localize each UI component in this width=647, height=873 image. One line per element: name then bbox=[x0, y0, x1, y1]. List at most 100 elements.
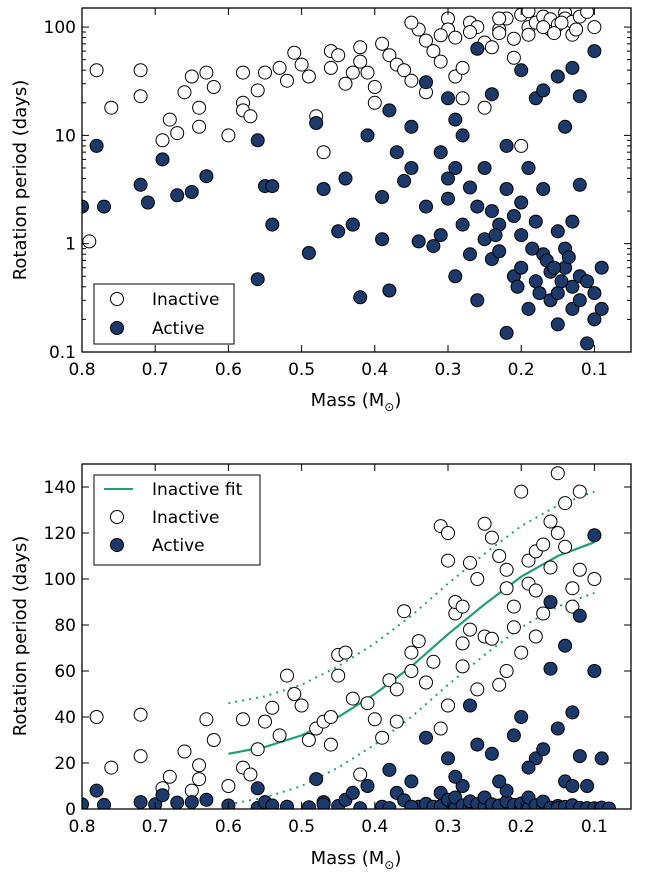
inactive-point bbox=[484, 631, 499, 646]
active-point bbox=[155, 152, 170, 167]
inactive-point bbox=[448, 30, 463, 45]
inactive-point bbox=[514, 484, 529, 499]
inactive-point bbox=[536, 606, 551, 621]
active-point bbox=[382, 103, 397, 118]
active-point bbox=[510, 279, 525, 294]
legend-label-fit: Inactive fit bbox=[152, 480, 243, 500]
active-point bbox=[133, 795, 148, 809]
inactive-point bbox=[521, 8, 536, 19]
inactive-point bbox=[104, 100, 119, 115]
inactive-point bbox=[133, 707, 148, 722]
active-point bbox=[587, 286, 602, 301]
legend-marker-inactive bbox=[110, 292, 124, 306]
inactive-point bbox=[499, 664, 514, 678]
active-point bbox=[594, 260, 609, 275]
inactive-point bbox=[323, 710, 338, 724]
active-point bbox=[550, 721, 565, 736]
active-point bbox=[448, 769, 463, 784]
x-tick-label: 0.7 bbox=[142, 360, 169, 380]
active-point bbox=[572, 89, 587, 104]
inactive-point bbox=[258, 714, 272, 729]
active-point bbox=[97, 797, 111, 809]
active-point bbox=[521, 760, 536, 775]
inactive-point bbox=[353, 767, 368, 782]
inactive-point bbox=[419, 33, 433, 48]
inactive-point bbox=[580, 8, 595, 19]
inactive-point bbox=[528, 583, 543, 598]
rotation-period-linear-panel: 0.8 0.7 0.6 0.5 0.4 0.3 0.2 0.1 0 20 40 60 80 100 120 1… bbox=[10, 463, 632, 872]
active-point bbox=[404, 119, 419, 134]
y-tick-label: 100 bbox=[44, 18, 76, 38]
inactive-point bbox=[543, 514, 558, 529]
inactive-point bbox=[433, 28, 448, 43]
x-tick-label: 0.3 bbox=[434, 360, 461, 380]
inactive-point bbox=[455, 659, 470, 674]
active-point bbox=[587, 312, 602, 327]
active-point bbox=[316, 182, 331, 196]
inactive-point bbox=[419, 675, 433, 690]
inactive-point bbox=[199, 712, 214, 727]
inactive-point bbox=[433, 54, 448, 69]
active-point bbox=[492, 244, 507, 259]
inactive-point bbox=[521, 27, 536, 42]
plot-frame bbox=[81, 463, 632, 810]
active-point bbox=[572, 293, 587, 308]
active-point bbox=[514, 63, 529, 78]
active-point bbox=[470, 293, 485, 308]
active-point bbox=[514, 228, 529, 243]
x-tick-label: 0.4 bbox=[361, 360, 388, 380]
active-point bbox=[587, 664, 602, 678]
y-tick-label: 0.1 bbox=[49, 343, 76, 363]
inactive-point bbox=[206, 733, 221, 747]
active-point bbox=[499, 138, 514, 153]
active-point bbox=[411, 234, 426, 249]
active-point bbox=[550, 224, 565, 239]
x-tick-label: 0.2 bbox=[508, 360, 535, 380]
active-point bbox=[506, 209, 521, 223]
legend-marker-active bbox=[110, 538, 124, 552]
active-point bbox=[250, 781, 265, 796]
fit-lower-band bbox=[228, 591, 595, 806]
inactive-point bbox=[236, 712, 250, 727]
x-tick-label: 0.2 bbox=[508, 817, 535, 837]
inactive-point bbox=[236, 65, 250, 80]
active-point bbox=[580, 274, 595, 289]
active-point bbox=[382, 801, 397, 809]
inactive-point bbox=[558, 496, 573, 511]
inactive-point bbox=[375, 730, 390, 745]
active-point bbox=[558, 119, 573, 134]
legend-marker-active bbox=[110, 321, 124, 335]
x-tick-label: 0.1 bbox=[581, 817, 608, 837]
inactive-point bbox=[587, 572, 602, 586]
active-point bbox=[353, 290, 368, 305]
inactive-point bbox=[133, 89, 148, 104]
active-point bbox=[441, 191, 455, 206]
inactive-point bbox=[177, 744, 192, 759]
legend-label-inactive: Inactive bbox=[152, 508, 219, 528]
active-point bbox=[463, 698, 477, 713]
active-point bbox=[140, 195, 155, 210]
active-point bbox=[565, 279, 580, 294]
active-point bbox=[419, 199, 433, 214]
inactive-point bbox=[463, 555, 477, 570]
active-point bbox=[82, 797, 89, 809]
active-point bbox=[521, 161, 536, 175]
active-point bbox=[345, 217, 360, 232]
active-point bbox=[265, 798, 280, 809]
inactive-point bbox=[455, 636, 470, 651]
active-point bbox=[316, 797, 331, 809]
active-point bbox=[514, 260, 529, 275]
inactive-point bbox=[338, 645, 353, 660]
y-tick-label: 20 bbox=[54, 754, 76, 774]
active-point bbox=[565, 214, 580, 229]
inactive-point bbox=[104, 760, 119, 775]
inactive-point bbox=[455, 60, 470, 75]
inactive-point bbox=[404, 645, 419, 660]
active-point bbox=[484, 204, 499, 219]
active-point bbox=[561, 250, 576, 265]
active-point bbox=[463, 180, 477, 195]
inactive-point bbox=[547, 26, 562, 41]
inactive-point bbox=[382, 673, 397, 688]
active-point bbox=[572, 749, 587, 764]
inactive-point bbox=[397, 63, 412, 78]
